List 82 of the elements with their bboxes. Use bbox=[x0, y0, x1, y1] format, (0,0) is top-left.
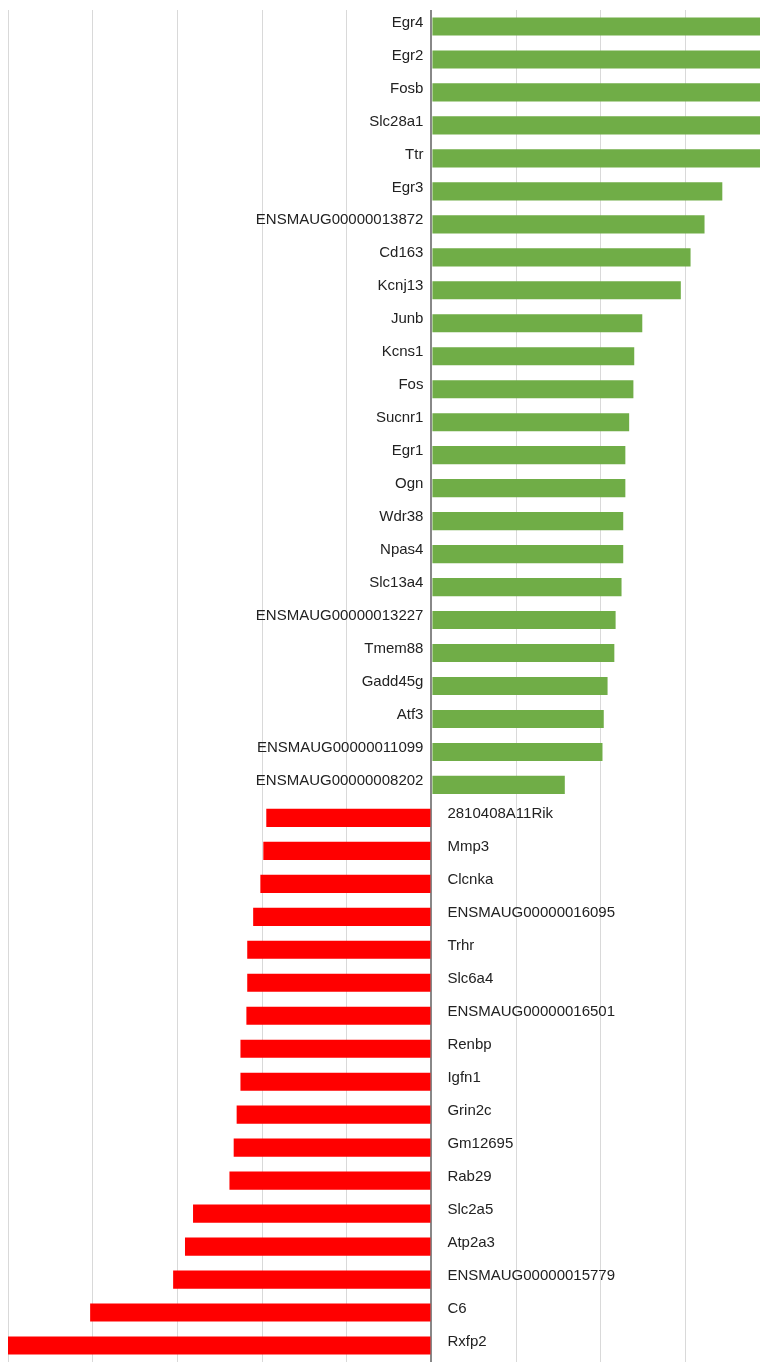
y-tick-label: ENSMAUG00000013227 bbox=[255, 606, 424, 624]
y-tick-label: ENSMAUG00000013872 bbox=[255, 210, 424, 228]
bar bbox=[229, 1171, 431, 1190]
y-tick-label: Egr4 bbox=[391, 12, 424, 30]
y-tick-label: ENSMAUG00000016095 bbox=[447, 902, 616, 920]
bar bbox=[432, 446, 626, 465]
bar bbox=[432, 512, 624, 531]
y-tick-label: Clcnka bbox=[447, 869, 494, 887]
bar bbox=[432, 50, 760, 69]
bar bbox=[432, 578, 622, 597]
y-tick-label: 2810408A11Rik bbox=[447, 804, 554, 822]
y-tick-label: Igfn1 bbox=[447, 1067, 481, 1085]
y-tick-label: Atf3 bbox=[396, 705, 424, 723]
y-tick-label: Renbp bbox=[447, 1034, 492, 1052]
y-tick-label: Fos bbox=[398, 375, 424, 393]
y-tick-label: ENSMAUG00000016501 bbox=[447, 1001, 616, 1019]
bar bbox=[432, 347, 635, 366]
bar bbox=[432, 742, 603, 762]
bar bbox=[432, 676, 608, 696]
bar bbox=[90, 1303, 431, 1322]
y-tick-label: Mmp3 bbox=[447, 837, 490, 855]
y-tick-label: Ttr bbox=[405, 144, 424, 162]
bar bbox=[246, 1006, 431, 1025]
bar bbox=[263, 841, 431, 860]
y-tick-label: Gm12695 bbox=[447, 1133, 514, 1151]
y-tick-label: Junb bbox=[390, 309, 424, 327]
y-tick-label: ENSMAUG00000011099 bbox=[256, 738, 424, 756]
y-tick-label: Egr1 bbox=[391, 441, 424, 459]
bar bbox=[432, 643, 615, 663]
bar bbox=[432, 149, 760, 168]
bar bbox=[8, 1336, 431, 1355]
bar bbox=[432, 775, 565, 794]
bar bbox=[247, 940, 431, 959]
y-tick-label: Tmem88 bbox=[364, 639, 424, 657]
y-tick-label: Egr3 bbox=[391, 177, 424, 195]
bar bbox=[432, 281, 681, 300]
bar bbox=[432, 314, 643, 333]
y-tick-label: Egr2 bbox=[391, 45, 424, 63]
bar bbox=[432, 17, 760, 36]
y-tick-label: Slc13a4 bbox=[369, 573, 424, 591]
bar bbox=[432, 413, 630, 432]
bar bbox=[266, 808, 431, 827]
y-tick-label: Cd163 bbox=[379, 243, 424, 261]
bar bbox=[260, 874, 431, 893]
y-tick-label: Npas4 bbox=[380, 540, 424, 558]
y-tick-label: Rab29 bbox=[447, 1166, 492, 1184]
y-tick-label: Atp2a3 bbox=[447, 1232, 495, 1250]
y-tick-label: Trhr bbox=[447, 935, 475, 953]
bar bbox=[253, 907, 431, 926]
bar bbox=[173, 1270, 431, 1289]
y-tick-label: Ogn bbox=[395, 474, 424, 492]
y-tick-label: Kcns1 bbox=[381, 342, 424, 360]
bar bbox=[432, 479, 626, 498]
y-tick-label: Slc6a4 bbox=[447, 968, 494, 986]
bar bbox=[432, 116, 760, 135]
bar bbox=[432, 545, 624, 564]
y-tick-label: Sucnr1 bbox=[375, 408, 424, 426]
bar bbox=[247, 973, 431, 992]
bar bbox=[432, 215, 705, 234]
y-tick-label: C6 bbox=[447, 1298, 467, 1316]
y-tick-label: Slc28a1 bbox=[369, 111, 424, 129]
bar bbox=[432, 380, 634, 399]
bar bbox=[432, 83, 760, 102]
bar bbox=[432, 610, 616, 630]
y-tick-label: Kcnj13 bbox=[377, 276, 424, 294]
y-tick-label: Grin2c bbox=[447, 1100, 493, 1118]
bar bbox=[236, 1105, 431, 1124]
bar bbox=[184, 1237, 431, 1256]
y-tick-label: Rxfp2 bbox=[447, 1331, 487, 1349]
bar bbox=[193, 1204, 431, 1223]
bar bbox=[240, 1072, 431, 1091]
bar bbox=[432, 182, 723, 201]
y-tick-label: Gadd45g bbox=[361, 672, 424, 690]
bar bbox=[233, 1138, 431, 1157]
y-tick-label: Fosb bbox=[390, 78, 424, 96]
bar bbox=[240, 1039, 431, 1058]
y-tick-label: Slc2a5 bbox=[447, 1199, 494, 1217]
y-tick-label: ENSMAUG00000015779 bbox=[447, 1265, 616, 1283]
y-tick-label: ENSMAUG00000008202 bbox=[255, 771, 424, 789]
y-tick-label: Wdr38 bbox=[379, 507, 424, 525]
bar bbox=[432, 709, 604, 729]
bar bbox=[432, 248, 691, 267]
